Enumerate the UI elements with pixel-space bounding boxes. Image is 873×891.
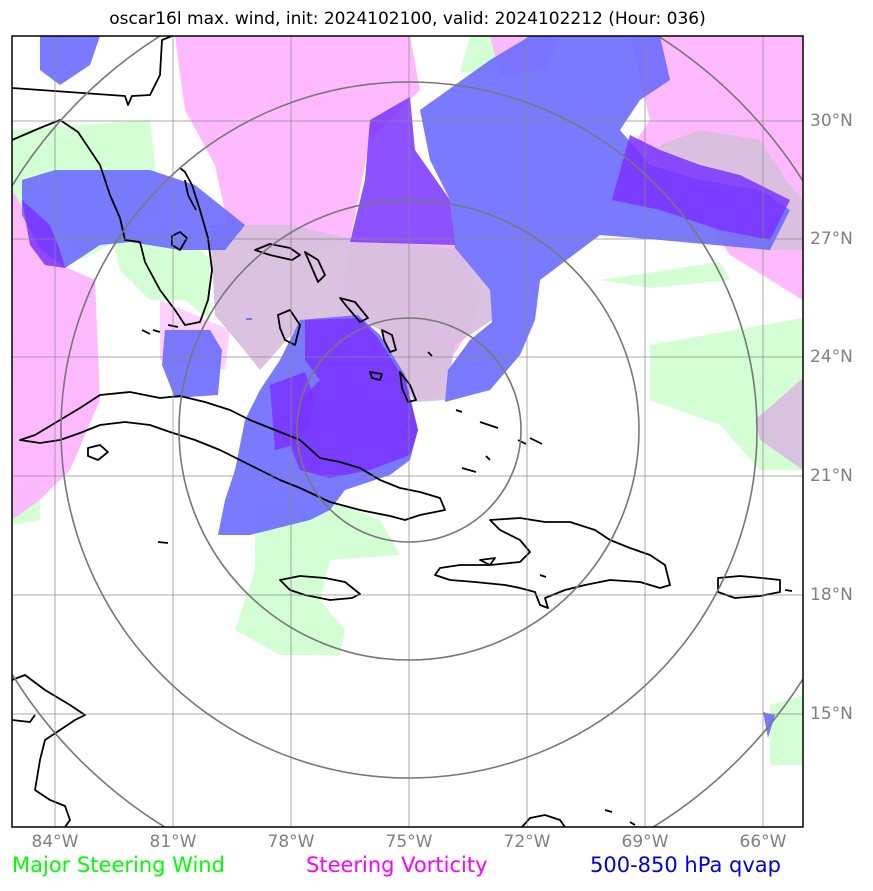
lat-label-24n: 24°N [810,347,853,367]
qvap-strong-layer [22,97,790,478]
lon-label-75w: 75°W [385,832,433,852]
lon-label-66w: 66°W [739,832,787,852]
lon-label-72w: 72°W [503,832,551,852]
lon-label-78w: 78°W [267,832,315,852]
legend-qvap: 500-850 hPa qvap [590,853,781,877]
map-title: oscar16l max. wind, init: 2024102100, va… [109,9,706,29]
lon-label-81w: 81°W [149,832,197,852]
lat-label-21n: 21°N [810,466,853,486]
lat-label-27n: 27°N [810,229,853,249]
legend-steering-wind: Major Steering Wind [12,853,225,877]
lon-label-69w: 69°W [621,832,669,852]
lat-label-18n: 18°N [810,585,853,605]
map-frame [11,35,804,828]
lon-label-84w: 84°W [31,832,79,852]
coastlines [12,36,793,827]
graticule [12,36,803,827]
lat-label-15n: 15°N [810,704,853,724]
lat-label-30n: 30°N [810,111,853,131]
legend-steering-vorticity: Steering Vorticity [306,853,488,877]
